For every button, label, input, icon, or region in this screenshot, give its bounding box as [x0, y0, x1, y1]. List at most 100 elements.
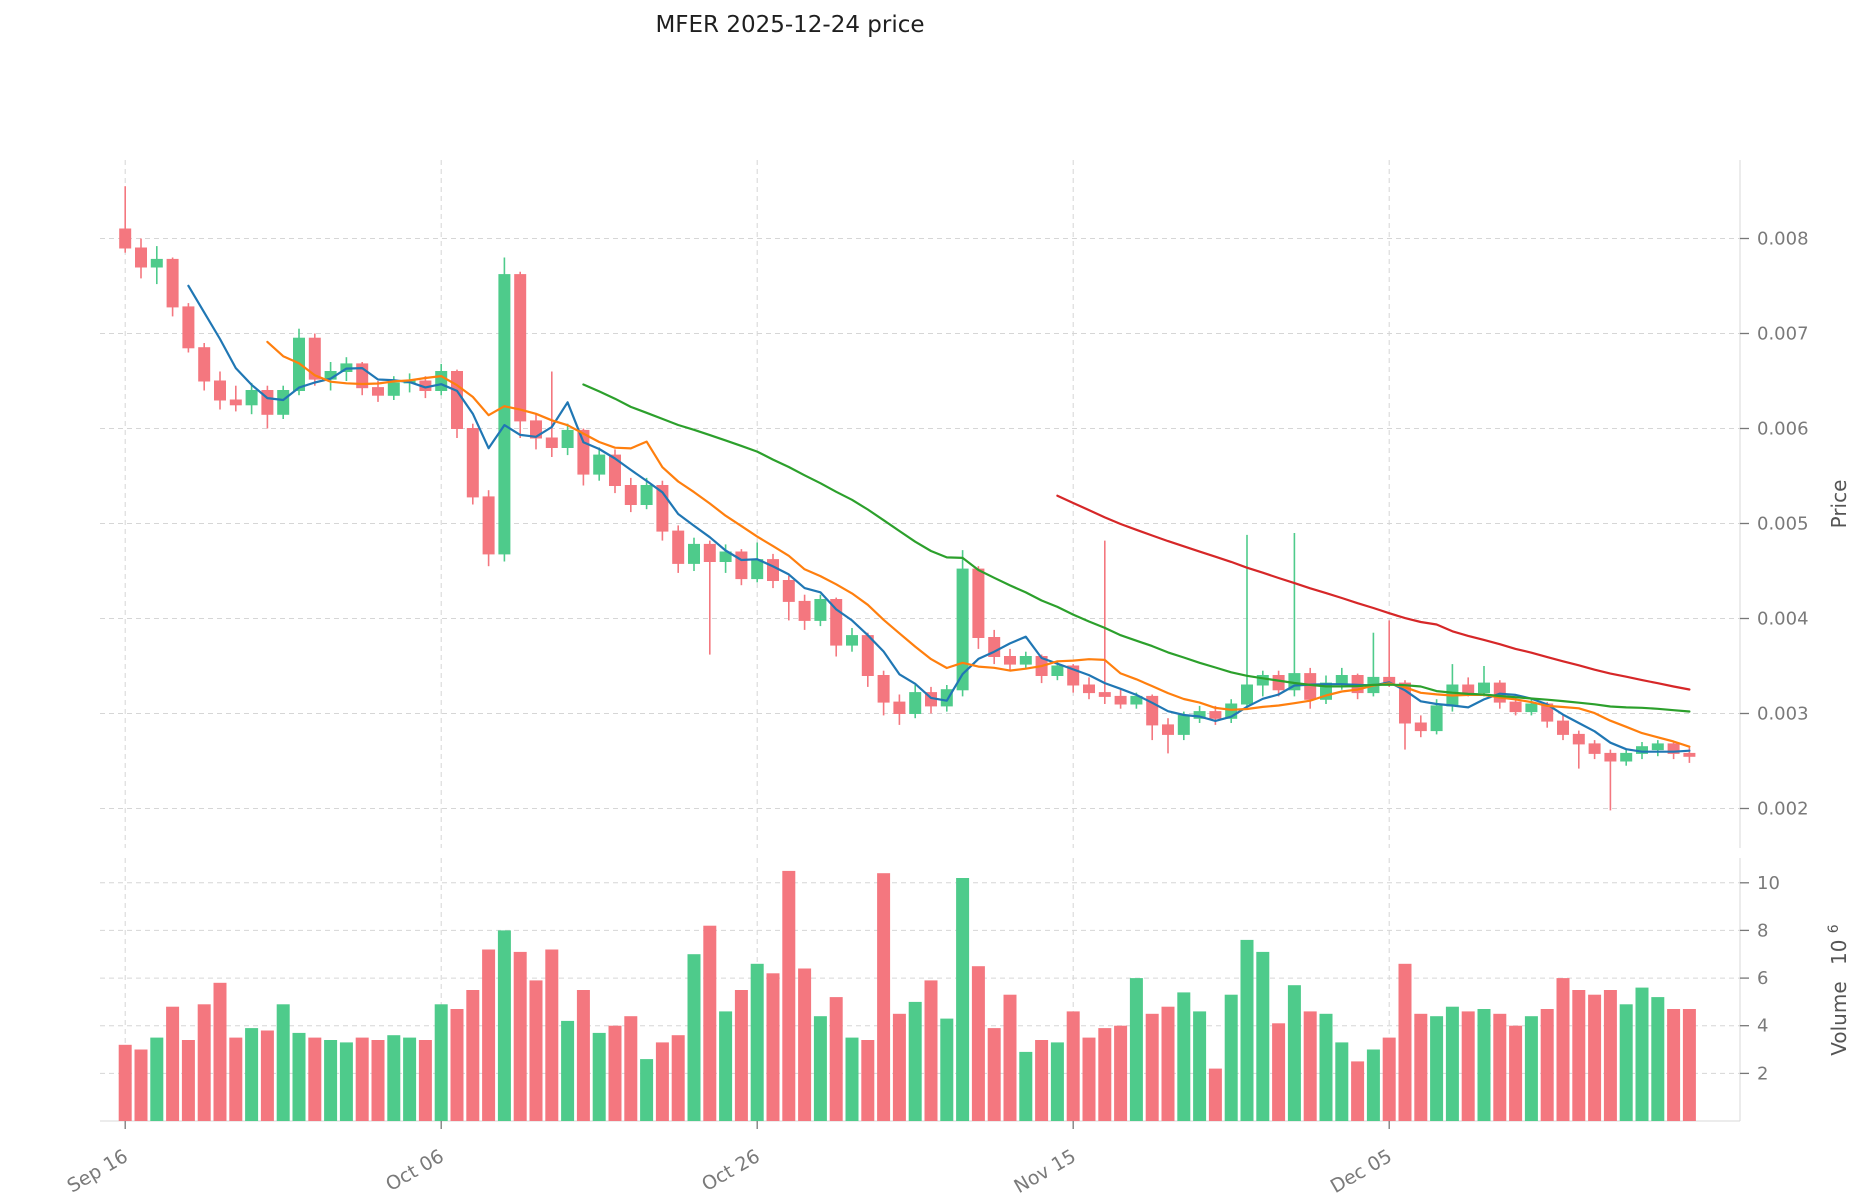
- volume-bar: [1540, 1009, 1554, 1121]
- x-tick-label: Oct 26: [698, 1145, 764, 1196]
- candle-body: [861, 635, 874, 676]
- volume-bar: [940, 1018, 954, 1121]
- volume-bar: [924, 980, 938, 1121]
- volume-bar: [1635, 987, 1649, 1121]
- candle-body: [798, 600, 811, 621]
- volume-bar: [1287, 985, 1301, 1121]
- volume-bar: [308, 1037, 322, 1121]
- volume-bar: [434, 1004, 448, 1121]
- volume-bar: [292, 1032, 306, 1121]
- candle-body: [640, 485, 653, 505]
- volume-bar: [1461, 1011, 1475, 1121]
- candle-body: [846, 635, 858, 646]
- candle-body: [229, 399, 242, 406]
- volume-bar: [971, 966, 985, 1121]
- candle-body: [1241, 684, 1253, 705]
- volume-axis-scale-base: 10: [1827, 940, 1851, 965]
- candle-body: [940, 689, 953, 707]
- volume-bar: [956, 878, 970, 1121]
- candle-body: [245, 390, 258, 406]
- volume-bar: [545, 949, 559, 1121]
- candle-body: [767, 559, 779, 581]
- volume-bar: [181, 1040, 195, 1121]
- candle-body: [703, 543, 716, 563]
- price-tick-label: 0.002: [1757, 799, 1809, 820]
- candle-body: [1399, 682, 1411, 724]
- volume-bar: [1003, 994, 1017, 1121]
- candle-body: [719, 551, 732, 562]
- candle-body: [1320, 682, 1332, 700]
- volume-bar: [403, 1037, 417, 1121]
- volume-bar: [1224, 994, 1238, 1121]
- candle-body: [1146, 695, 1159, 726]
- volume-bar: [529, 980, 543, 1121]
- volume-bar: [497, 930, 511, 1121]
- volume-bar: [339, 1042, 353, 1121]
- volume-bar: [213, 982, 227, 1121]
- volume-bar: [1082, 1037, 1096, 1121]
- candle-body: [1304, 673, 1317, 700]
- candle-body: [482, 496, 495, 555]
- volume-bar: [1414, 1013, 1428, 1121]
- volume-bar: [798, 968, 812, 1121]
- ma-30-line: [582, 383, 1691, 713]
- volume-bar: [1477, 1009, 1491, 1121]
- candle-body: [545, 437, 558, 448]
- volume-bar: [150, 1037, 164, 1121]
- ma-10-line: [266, 340, 1691, 748]
- volume-bar: [861, 1040, 875, 1121]
- volume-bar: [1303, 1011, 1317, 1121]
- volume-tick-label: 10: [1757, 873, 1780, 894]
- candle-body: [1414, 722, 1427, 732]
- volume-bar: [608, 1025, 622, 1121]
- candle-body: [498, 274, 511, 555]
- volume-bar: [482, 949, 496, 1121]
- volume-bar: [703, 925, 717, 1121]
- candle-body: [277, 390, 290, 415]
- volume-bar: [750, 963, 764, 1121]
- volume-bar: [576, 990, 590, 1121]
- volume-bar: [1493, 1013, 1507, 1121]
- price-tick-label: 0.006: [1757, 419, 1809, 440]
- candle-body: [1083, 684, 1095, 694]
- candle-body: [814, 599, 827, 621]
- volume-bar: [1240, 939, 1254, 1121]
- candle-body: [214, 380, 226, 401]
- candle-body: [1509, 701, 1522, 713]
- candle-body: [877, 675, 890, 703]
- candle-body: [972, 568, 985, 638]
- candle-body: [988, 637, 1001, 657]
- candle-body: [751, 559, 764, 580]
- candle-body: [530, 420, 542, 439]
- candle-body: [182, 306, 195, 349]
- volume-bar: [1588, 994, 1602, 1121]
- candles: [119, 186, 1696, 811]
- volume-bar: [118, 1044, 132, 1121]
- candle-body: [1588, 743, 1601, 754]
- volume-bar: [908, 1001, 922, 1121]
- volume-bar: [1019, 1051, 1033, 1121]
- volume-axis-scale-exponent: 6: [1826, 924, 1842, 933]
- volume-bar: [1572, 990, 1586, 1121]
- candle-body: [1004, 656, 1016, 665]
- volume-bar: [1066, 1011, 1080, 1121]
- volume-bar: [1114, 1025, 1128, 1121]
- candle-body: [1114, 695, 1127, 705]
- x-tick-label: Oct 06: [382, 1145, 448, 1196]
- x-tick-label: Nov 15: [1010, 1145, 1079, 1198]
- volume-bar: [719, 1011, 733, 1121]
- volume-bar: [450, 1009, 464, 1121]
- candle-body: [1462, 684, 1475, 694]
- candle-body: [735, 551, 748, 580]
- candle-body: [150, 258, 163, 268]
- price-tick-label: 0.008: [1757, 229, 1809, 250]
- volume-bar: [1382, 1037, 1396, 1121]
- candle-body: [624, 485, 637, 505]
- candle-body: [198, 347, 211, 382]
- candle-body: [956, 568, 969, 691]
- candle-body: [166, 258, 179, 308]
- candle-body: [1130, 695, 1143, 705]
- volume-bar: [845, 1037, 859, 1121]
- volume-bar: [877, 873, 891, 1121]
- candle-body: [577, 429, 590, 475]
